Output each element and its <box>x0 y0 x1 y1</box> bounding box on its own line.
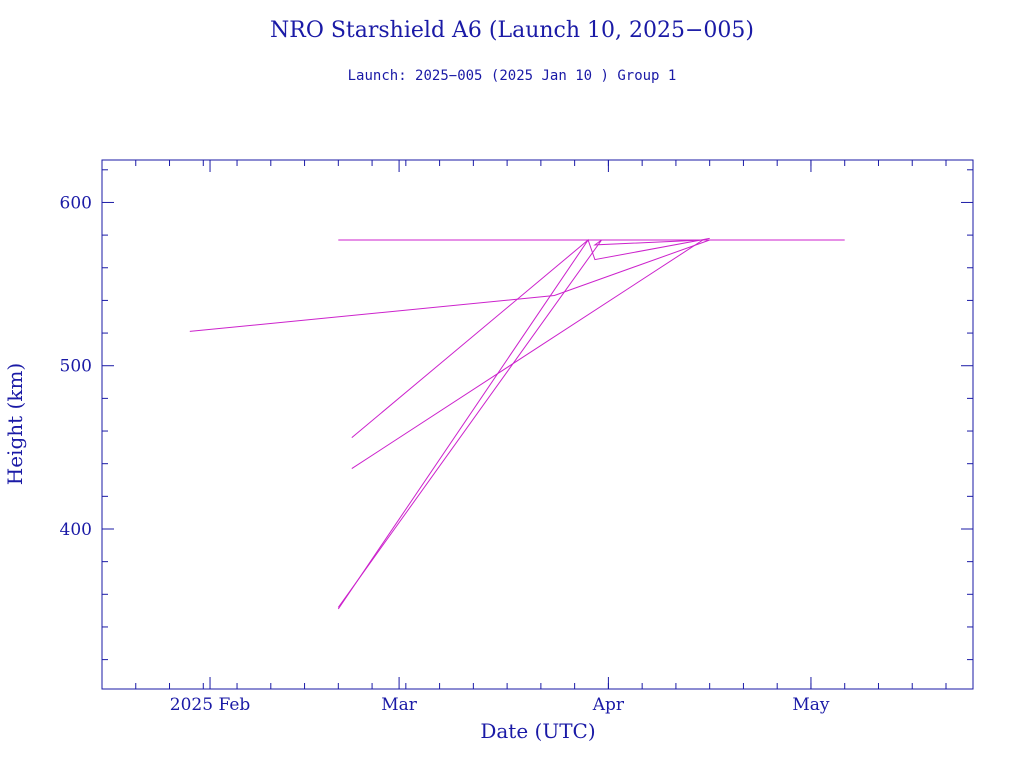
x-tick-label: Mar <box>381 695 418 715</box>
plot-frame <box>101 159 974 690</box>
y-tick-label: 600 <box>60 193 92 213</box>
series-line-1 <box>189 239 710 332</box>
x-axis-label: Date (UTC) <box>480 719 595 743</box>
x-tick-label: Apr <box>592 695 625 715</box>
y-tick-label: 500 <box>60 357 92 377</box>
series-group <box>189 237 845 610</box>
x-tick-label: 2025 Feb <box>170 695 251 715</box>
series-line-4 <box>351 239 730 470</box>
series-line-5 <box>337 239 703 608</box>
y-tick-label: 400 <box>60 520 92 540</box>
axis-ticks: 400 500 600 2025 Feb Mar Apr May <box>60 160 973 715</box>
series-line-6 <box>337 237 710 610</box>
chart-subtitle: Launch: 2025−005 (2025 Jan 10 ) Group 1 <box>348 68 677 84</box>
y-axis-label: Height (km) <box>3 363 27 485</box>
x-tick-label: May <box>792 695 830 715</box>
chart-title: NRO Starshield A6 (Launch 10, 2025−005) <box>270 18 754 43</box>
